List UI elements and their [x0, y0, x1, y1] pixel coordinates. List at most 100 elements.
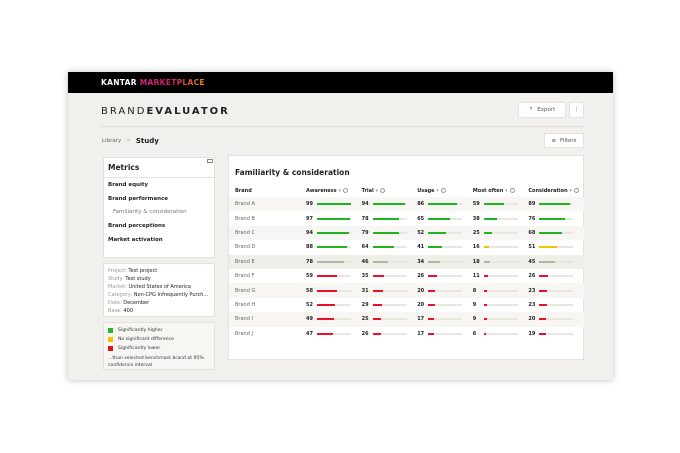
value-bar [483, 203, 504, 206]
bar-track [539, 289, 574, 292]
sidebar-item[interactable]: Brand perceptions [108, 223, 166, 229]
bar-track [317, 246, 351, 249]
bar-track [317, 332, 351, 335]
value-bar [428, 231, 446, 234]
metric-cell: 51 [522, 240, 584, 254]
value-bar [428, 303, 435, 306]
value-bar [539, 289, 548, 292]
study-info-panel: Project: Test project Study: Test study Ma… [103, 263, 215, 317]
info-icon[interactable] [380, 187, 385, 193]
sort-icon: ▾ [338, 187, 341, 194]
bar-track [483, 246, 518, 249]
metric-cell: 11 [467, 269, 523, 283]
metric-cell: 59 [466, 197, 523, 212]
metric-cell: 25 [466, 225, 523, 241]
info-row: Date: December [108, 300, 150, 306]
info-icon[interactable] [342, 187, 348, 193]
metric-cell: 64 [356, 240, 412, 254]
value-bar [428, 260, 440, 263]
metric-cell: 78 [300, 254, 356, 269]
bar-track [372, 303, 407, 306]
bar-track [483, 203, 518, 206]
kantar-marketplace-logo[interactable]: KANTAR MARKETPLACE [101, 78, 205, 87]
info-icon[interactable] [509, 187, 515, 193]
value-bar [372, 275, 385, 278]
breadcrumb-library[interactable]: Library [102, 138, 122, 144]
table-row[interactable]: Brand I 49 25 17 9 20 [229, 312, 584, 327]
value-bar [483, 260, 490, 263]
metric-cell: 23 [522, 298, 584, 312]
metric-cell: 17 [411, 327, 467, 341]
sidebar-item[interactable]: Familiarity & consideration [113, 209, 187, 215]
value-bar [428, 332, 434, 335]
table-row[interactable]: Brand E 78 46 34 18 45 [229, 254, 584, 269]
breadcrumb-current: Study [135, 137, 159, 145]
metric-cell: 99 [300, 197, 356, 212]
sidebar-item[interactable]: Brand performance [108, 196, 168, 202]
metric-cell: 79 [355, 225, 412, 241]
bar-track [483, 260, 518, 263]
bar-track [428, 231, 463, 234]
column-header[interactable]: Awareness ▾ [300, 184, 356, 197]
bar-track [539, 318, 574, 321]
table-row[interactable]: Brand B 97 78 65 38 76 [229, 211, 584, 225]
column-header[interactable]: Trial ▾ [356, 184, 412, 197]
column-header[interactable]: Usage ▾ [411, 184, 467, 197]
table-row[interactable]: Brand F 59 35 26 11 26 [229, 269, 584, 283]
value-bar [483, 246, 490, 249]
bar-track [372, 217, 407, 220]
sidebar-item[interactable]: Brand equity [108, 182, 149, 188]
bar-track [483, 318, 518, 321]
table-row[interactable]: Brand G 58 31 20 8 23 [229, 283, 584, 298]
info-icon[interactable] [440, 187, 446, 193]
bar-track [317, 289, 351, 292]
value-bar [539, 332, 546, 335]
metric-cell: 17 [411, 312, 467, 327]
value-bar [317, 260, 344, 263]
value-bar [483, 332, 486, 335]
metrics-title: Metrics [104, 158, 214, 178]
table-row[interactable]: Brand A 99 94 86 59 89 [229, 197, 584, 212]
collapse-panel-icon[interactable] [207, 159, 213, 163]
info-row: Project: Test project [108, 268, 158, 274]
brand-name: Brand F [235, 273, 255, 280]
bar-track [539, 203, 574, 206]
column-header[interactable]: Most often ▾ [467, 184, 523, 197]
bar-track [539, 231, 574, 234]
metric-cell: 25 [355, 312, 412, 327]
bar-track [428, 332, 463, 335]
brand-name: Brand H [235, 301, 256, 308]
value-bar [539, 217, 566, 220]
value-bar [539, 275, 549, 278]
bar-track [539, 260, 574, 263]
column-header[interactable]: Consideration ▾ [522, 184, 584, 197]
bar-track [483, 289, 518, 292]
value-bar [483, 275, 488, 278]
value-bar [483, 231, 493, 234]
legend-item: Significantly higher [108, 326, 210, 335]
bar-track [428, 289, 463, 292]
value-bar [428, 318, 434, 321]
table-row[interactable]: Brand D 88 64 41 16 51 [229, 240, 584, 254]
table-row[interactable]: Brand H 52 29 20 9 23 [229, 298, 584, 312]
bar-track [372, 231, 407, 234]
bar-track [539, 217, 574, 220]
bar-track [428, 203, 463, 206]
value-bar [428, 203, 458, 206]
sidebar-item[interactable]: Market activation [108, 237, 163, 243]
table-row[interactable]: Brand J 47 26 17 6 19 [229, 327, 584, 341]
value-bar [428, 275, 438, 278]
value-bar [483, 217, 497, 220]
table-row[interactable]: Brand C 94 79 52 25 68 [229, 225, 584, 241]
bar-track [428, 217, 463, 220]
metric-cell: 86 [411, 197, 467, 212]
info-icon[interactable] [573, 187, 579, 193]
brand-name: Brand G [229, 283, 300, 298]
filters-button[interactable]: ≡ Filters [544, 133, 584, 148]
more-options-button[interactable]: ⋮ [569, 102, 584, 118]
export-button[interactable]: ⇡ Export [518, 102, 566, 118]
metric-cell: 23 [522, 283, 584, 298]
header-divider [101, 126, 583, 127]
value-bar [483, 318, 487, 321]
value-bar [317, 275, 338, 278]
